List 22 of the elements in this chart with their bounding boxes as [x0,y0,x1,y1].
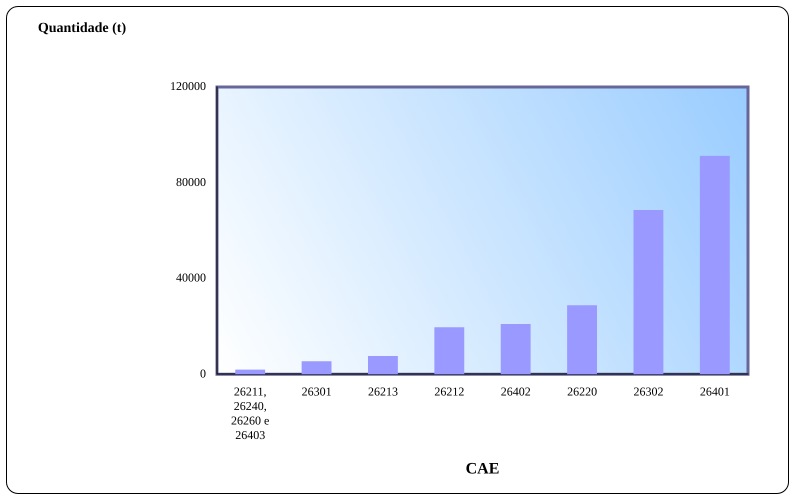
bar [634,210,664,374]
bar [302,361,332,374]
bar [700,156,730,374]
y-tick-label: 80000 [176,174,206,189]
x-tick-label: 26302 [633,384,664,399]
x-tick-label: 26213 [368,384,398,399]
x-axis-title: CAE [466,460,500,478]
x-tick-label: 26301 [302,384,332,399]
x-tick-label: 26402 [500,384,531,399]
bar [368,356,398,374]
y-axis-title: Quantidade (t) [37,20,127,38]
x-tick-label: 26220 [567,384,598,399]
y-tick-label: 0 [200,366,206,380]
x-tick-label: 26401 [700,384,730,399]
x-tick-label: 26212 [434,384,464,399]
y-tick-label: 40000 [176,270,206,285]
bar [500,324,531,374]
bar [235,370,266,374]
x-tick-label: 26211, 26240, 26260 e 26403 [231,384,270,442]
bar [567,305,597,374]
bar [434,327,464,374]
y-tick-label: 120000 [170,79,206,94]
